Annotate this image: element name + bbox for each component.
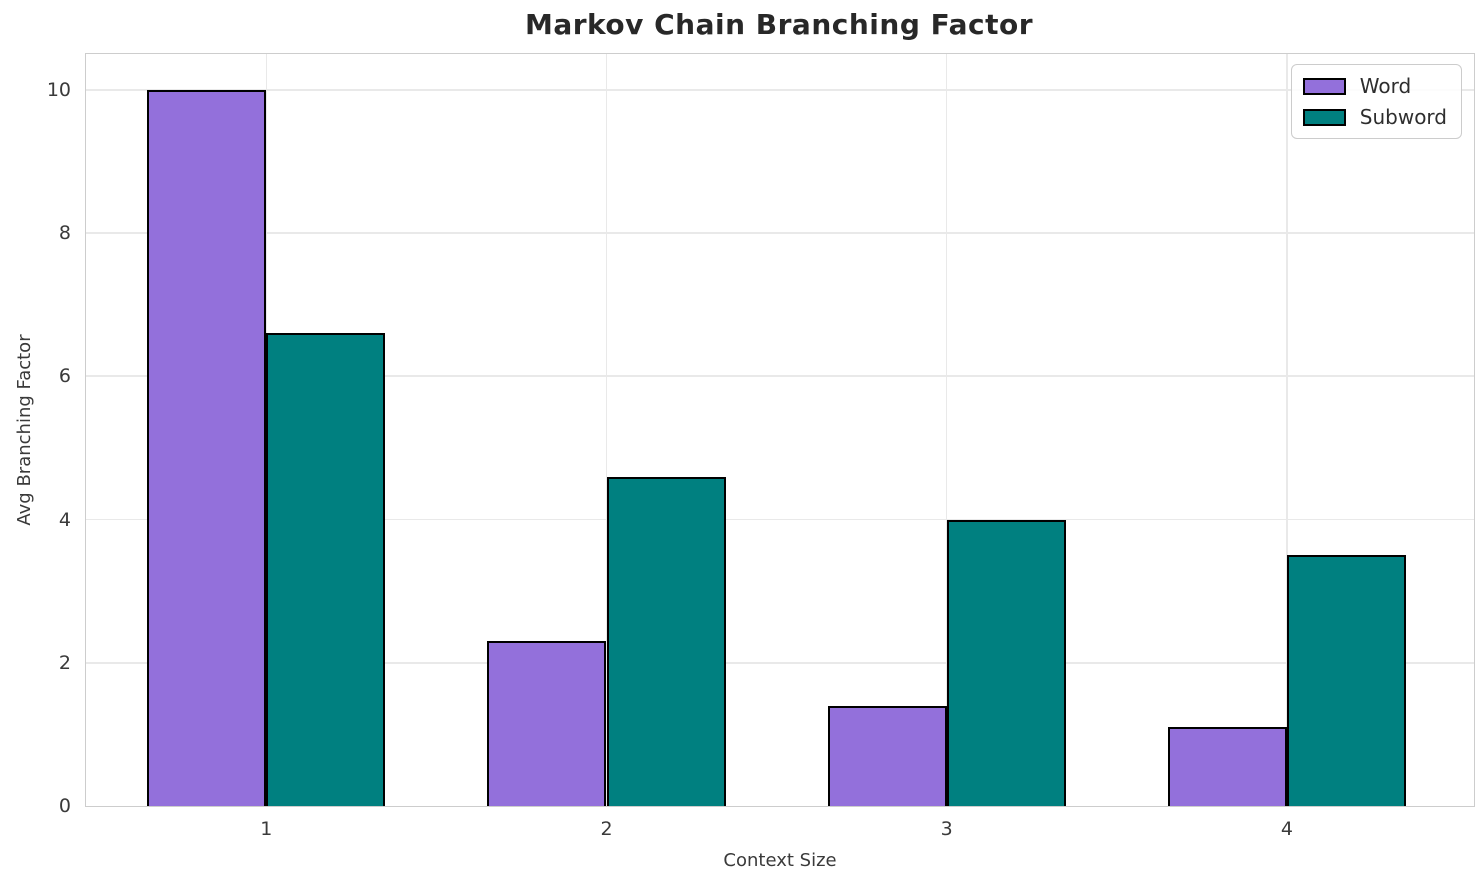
gridline-vertical xyxy=(945,54,948,806)
gridline-horizontal xyxy=(86,232,1474,234)
legend-item-word: Word xyxy=(1302,74,1447,98)
legend-label-subword: Subword xyxy=(1359,105,1447,129)
legend-swatch-word xyxy=(1302,77,1346,95)
y-axis-label: Avg Branching Factor xyxy=(14,334,35,526)
x-tick-label: 1 xyxy=(260,818,273,840)
x-tick-label: 4 xyxy=(1280,818,1293,840)
y-tick-label: 10 xyxy=(46,78,71,101)
gridline-horizontal xyxy=(86,375,1474,378)
gridline-horizontal xyxy=(86,518,1474,521)
legend: Word Subword xyxy=(1290,64,1462,139)
bar-subword-4 xyxy=(1286,555,1406,806)
y-tick-label: 4 xyxy=(58,508,71,531)
bar-word-3 xyxy=(827,705,947,806)
bar-subword-3 xyxy=(946,519,1066,806)
plot-area: Avg Branching Factor Context Size Word S… xyxy=(14,53,1475,871)
x-axis-label: Context Size xyxy=(723,850,837,871)
gridline-horizontal xyxy=(86,89,1474,91)
bar-word-4 xyxy=(1167,727,1287,806)
x-tick-label: 2 xyxy=(600,818,613,840)
legend-item-subword: Subword xyxy=(1302,105,1447,129)
y-tick-label: 2 xyxy=(58,651,71,674)
x-tick-label: 3 xyxy=(940,818,953,840)
y-tick-label: 0 xyxy=(58,795,71,817)
chart-title: Markov Chain Branching Factor xyxy=(524,8,1034,41)
bar-word-1 xyxy=(147,89,267,806)
y-tick-label: 8 xyxy=(58,222,71,245)
bar-subword-1 xyxy=(266,333,386,806)
bar-subword-2 xyxy=(606,476,726,806)
y-tick-label: 6 xyxy=(58,365,71,388)
legend-label-word: Word xyxy=(1359,74,1412,98)
legend-swatch-subword xyxy=(1302,108,1346,126)
bar-word-2 xyxy=(487,641,607,806)
gridline-vertical xyxy=(605,54,608,806)
gridline-horizontal xyxy=(86,661,1474,664)
gridline-vertical xyxy=(1286,54,1288,806)
